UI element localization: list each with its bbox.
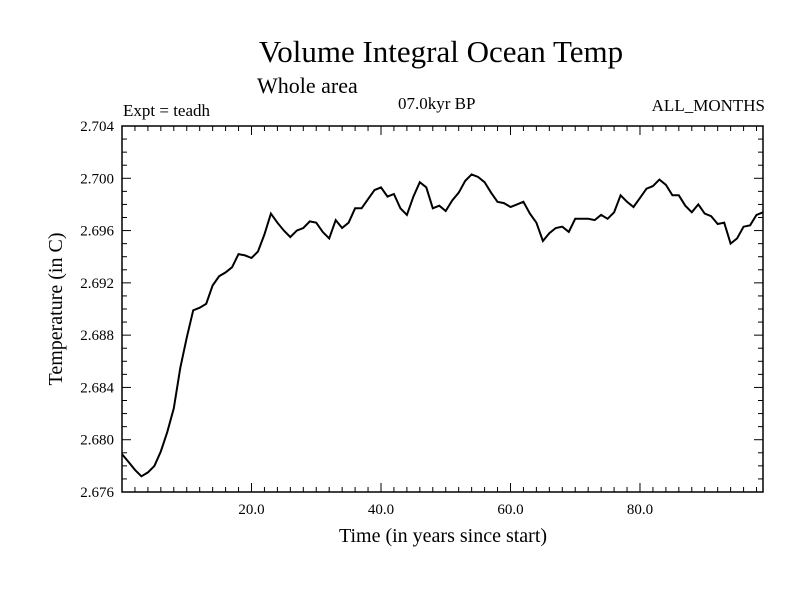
chart-title: Volume Integral Ocean Temp [258,34,624,69]
chart-subtitle: Whole area [257,73,358,98]
y-tick-label: 2.680 [80,433,114,449]
y-tick-label: 2.676 [80,485,114,501]
x-tick-label: 20.0 [238,502,264,518]
y-tick-label: 2.684 [80,380,114,396]
x-tick-label: 80.0 [627,502,653,518]
y-tick-label: 2.700 [80,171,114,187]
y-tick-label: 2.692 [80,276,114,292]
y-tick-label: 2.696 [80,224,114,240]
y-axis-label: Temperature (in C) [45,233,67,386]
tick-labels: 2.676 2.680 2.684 2.688 2.692 2.696 2.700 2.704… [80,119,653,518]
x-tick-label: 60.0 [497,502,523,518]
period-label: 07.0kyr BP [398,94,476,113]
x-tick-label: 40.0 [368,502,394,518]
series-line [121,173,764,478]
experiment-label: Expt = teadh [123,101,211,120]
y-tick-label: 2.688 [80,328,114,344]
x-axis-label: Time (in years since start) [339,525,547,547]
months-label: ALL_MONTHS [651,96,765,115]
axis-ticks [121,125,763,493]
y-tick-label: 2.704 [80,119,114,135]
plot-frame [121,125,764,493]
